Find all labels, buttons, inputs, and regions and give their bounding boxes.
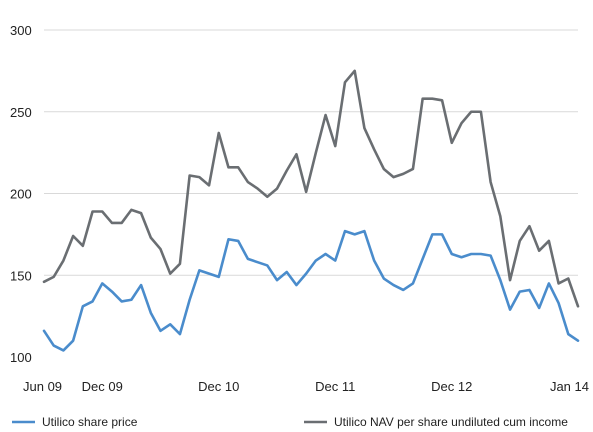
y-tick-label: 100 xyxy=(10,350,32,365)
x-tick-label: Dec 11 xyxy=(315,379,355,394)
series-line-share-price xyxy=(44,231,578,350)
y-tick-label: 300 xyxy=(10,23,32,38)
y-tick-label: 200 xyxy=(10,187,32,202)
y-tick-label: 250 xyxy=(10,105,32,120)
x-tick-label: Jun 09 xyxy=(23,379,62,394)
y-tick-label: 150 xyxy=(10,268,32,283)
x-tick-label: Jan 14 xyxy=(550,379,589,394)
y-axis-ticks: 100 150 200 250 300 xyxy=(10,23,32,365)
gridlines xyxy=(44,30,578,275)
series-lines xyxy=(44,71,578,351)
x-axis-ticks: Jun 09 Dec 09 Dec 10 Dec 11 Dec 12 Jan 14 xyxy=(23,379,589,394)
x-tick-label: Dec 09 xyxy=(82,379,123,394)
legend-label: Utilico NAV per share undiluted cum inco… xyxy=(334,415,568,429)
x-tick-label: Dec 12 xyxy=(431,379,472,394)
legend: Utilico share price Utilico NAV per share… xyxy=(12,415,568,429)
x-tick-label: Dec 10 xyxy=(198,379,239,394)
legend-label: Utilico share price xyxy=(42,415,138,429)
